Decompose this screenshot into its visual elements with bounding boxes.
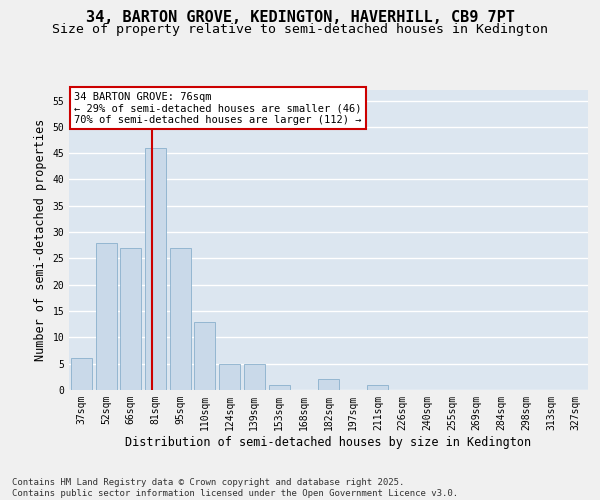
- Bar: [71, 358, 92, 390]
- Bar: [95, 242, 116, 390]
- Text: 34 BARTON GROVE: 76sqm
← 29% of semi-detached houses are smaller (46)
70% of sem: 34 BARTON GROVE: 76sqm ← 29% of semi-det…: [74, 92, 362, 124]
- Bar: [170, 248, 191, 390]
- Text: Size of property relative to semi-detached houses in Kedington: Size of property relative to semi-detach…: [52, 22, 548, 36]
- Bar: [318, 380, 339, 390]
- Bar: [194, 322, 215, 390]
- Y-axis label: Number of semi-detached properties: Number of semi-detached properties: [34, 119, 47, 361]
- Text: Contains HM Land Registry data © Crown copyright and database right 2025.
Contai: Contains HM Land Registry data © Crown c…: [12, 478, 458, 498]
- Bar: [269, 384, 290, 390]
- Bar: [145, 148, 166, 390]
- Bar: [367, 384, 388, 390]
- Bar: [244, 364, 265, 390]
- Bar: [219, 364, 240, 390]
- Bar: [120, 248, 141, 390]
- Text: 34, BARTON GROVE, KEDINGTON, HAVERHILL, CB9 7PT: 34, BARTON GROVE, KEDINGTON, HAVERHILL, …: [86, 10, 514, 25]
- X-axis label: Distribution of semi-detached houses by size in Kedington: Distribution of semi-detached houses by …: [125, 436, 532, 448]
